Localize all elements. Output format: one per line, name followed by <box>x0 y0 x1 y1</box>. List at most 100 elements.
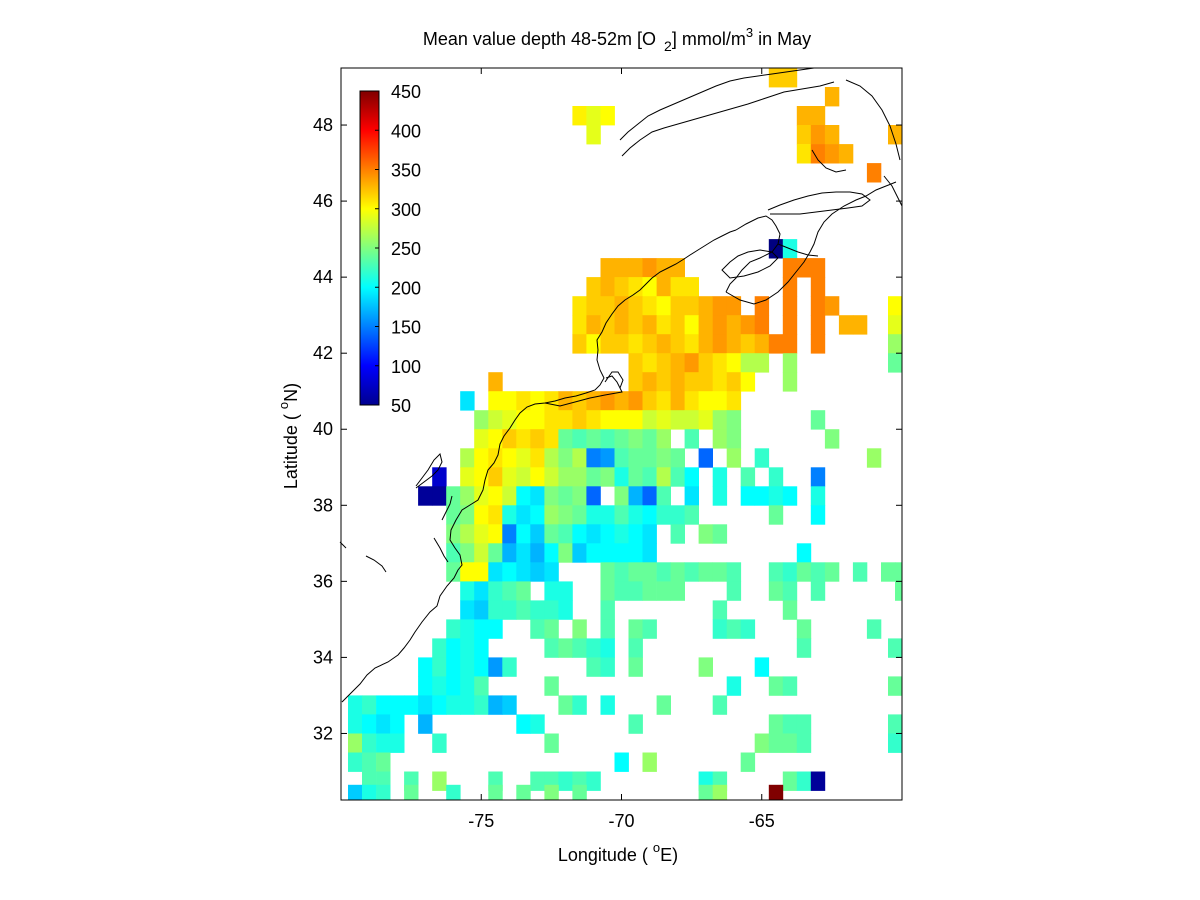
heatmap-cell <box>572 524 587 544</box>
heatmap-cell <box>810 410 826 430</box>
heatmap-cell <box>530 505 545 525</box>
heatmap-cell <box>516 429 531 449</box>
heatmap-cell <box>362 752 377 772</box>
heatmap-cell <box>656 296 671 316</box>
heatmap-cell <box>600 315 615 335</box>
heatmap-cell <box>628 391 643 411</box>
heatmap-cell <box>670 410 685 430</box>
heatmap-cell <box>488 410 503 430</box>
heatmap-cell <box>502 600 517 620</box>
heatmap-cell <box>628 467 643 487</box>
heatmap-cell <box>516 562 531 582</box>
heatmap-cell <box>446 676 461 696</box>
heatmap-cell <box>670 467 685 487</box>
title-unit: ] mmol/m <box>672 29 746 49</box>
heatmap-cell <box>726 448 742 468</box>
heatmap-cell <box>544 600 559 620</box>
heatmap-cell <box>656 448 671 468</box>
heatmap-cell <box>558 695 573 715</box>
heatmap-cell <box>670 315 685 335</box>
heatmap-cell <box>614 752 629 772</box>
heatmap-cell <box>362 695 377 715</box>
heatmap-cell <box>432 733 447 753</box>
heatmap-cell <box>600 695 615 715</box>
heatmap-cell <box>586 429 601 449</box>
heatmap-cell <box>432 486 447 506</box>
heatmap-cell <box>600 448 615 468</box>
heatmap-cell <box>754 657 770 677</box>
heatmap-cell <box>628 638 643 658</box>
heatmap-cell <box>348 784 363 801</box>
heatmap-cell <box>796 714 812 734</box>
heatmap-cell <box>768 505 784 525</box>
heatmap-cell <box>530 714 545 734</box>
colorbar-tick-label: 50 <box>391 396 411 416</box>
heatmap-cell <box>502 391 517 411</box>
heatmap-cell <box>530 543 545 563</box>
heatmap-cell <box>502 467 517 487</box>
heatmap-cell <box>824 125 840 145</box>
heatmap-cell <box>642 296 657 316</box>
heatmap-cell <box>628 334 643 354</box>
heatmap-cell <box>628 315 643 335</box>
heatmap-cells <box>348 68 903 801</box>
heatmap-cell <box>488 486 503 506</box>
heatmap-cell <box>698 784 713 801</box>
heatmap-cell <box>362 714 377 734</box>
heatmap-cell <box>614 334 629 354</box>
heatmap-cell <box>600 106 615 126</box>
heatmap-cell <box>572 543 587 563</box>
heatmap-cell <box>544 543 559 563</box>
heatmap-cell <box>488 600 503 620</box>
colorbar-tick-label: 350 <box>391 161 421 181</box>
heatmap-cell <box>740 619 756 639</box>
x-axis-ticks: -75 -70 -65 <box>468 68 775 831</box>
heatmap-cell <box>474 562 489 582</box>
heatmap-cell <box>628 296 643 316</box>
heatmap-cell <box>656 581 671 601</box>
heatmap-cell <box>782 600 798 620</box>
heatmap-cell <box>726 315 742 335</box>
heatmap-cell <box>474 619 489 639</box>
heatmap-cell <box>670 372 685 392</box>
heatmap-cell <box>614 410 629 430</box>
heatmap-cell <box>600 258 615 278</box>
heatmap-cell <box>530 429 545 449</box>
heatmap-cell <box>740 315 756 335</box>
y-axis-ticks: 32 34 36 38 40 42 44 46 48 <box>313 115 902 743</box>
heatmap-cell <box>810 258 826 278</box>
y-tick-label: 46 <box>313 191 333 211</box>
heatmap-cell <box>558 429 573 449</box>
heatmap-cell <box>614 448 629 468</box>
heatmap-cell <box>348 695 363 715</box>
heatmap-cell <box>684 429 699 449</box>
heatmap-cell <box>488 619 503 639</box>
heatmap-cell <box>726 619 742 639</box>
heatmap-cell <box>418 714 433 734</box>
heatmap-cell <box>881 562 896 582</box>
heatmap-cell <box>390 714 405 734</box>
heatmap-cell <box>628 429 643 449</box>
heatmap-cell <box>866 163 882 183</box>
heatmap-cell <box>796 106 812 126</box>
coastline <box>339 67 903 703</box>
heatmap-cell <box>544 410 559 430</box>
heatmap-cell <box>656 277 671 297</box>
y-tick-label: 32 <box>313 723 333 743</box>
heatmap-cell <box>586 467 601 487</box>
heatmap-cell <box>474 695 489 715</box>
heatmap-cell <box>768 562 784 582</box>
heatmap-cell <box>656 410 671 430</box>
heatmap-cell <box>544 638 559 658</box>
y-tick-label: 42 <box>313 343 333 363</box>
heatmap-cell <box>544 784 559 801</box>
heatmap-cell <box>418 695 433 715</box>
heatmap-cell <box>530 524 545 544</box>
heatmap-cell <box>614 505 629 525</box>
heatmap-cell <box>474 581 489 601</box>
heatmap-cell <box>670 562 685 582</box>
heatmap-cell <box>656 391 671 411</box>
heatmap-cell <box>418 676 433 696</box>
heatmap-cell <box>628 543 643 563</box>
